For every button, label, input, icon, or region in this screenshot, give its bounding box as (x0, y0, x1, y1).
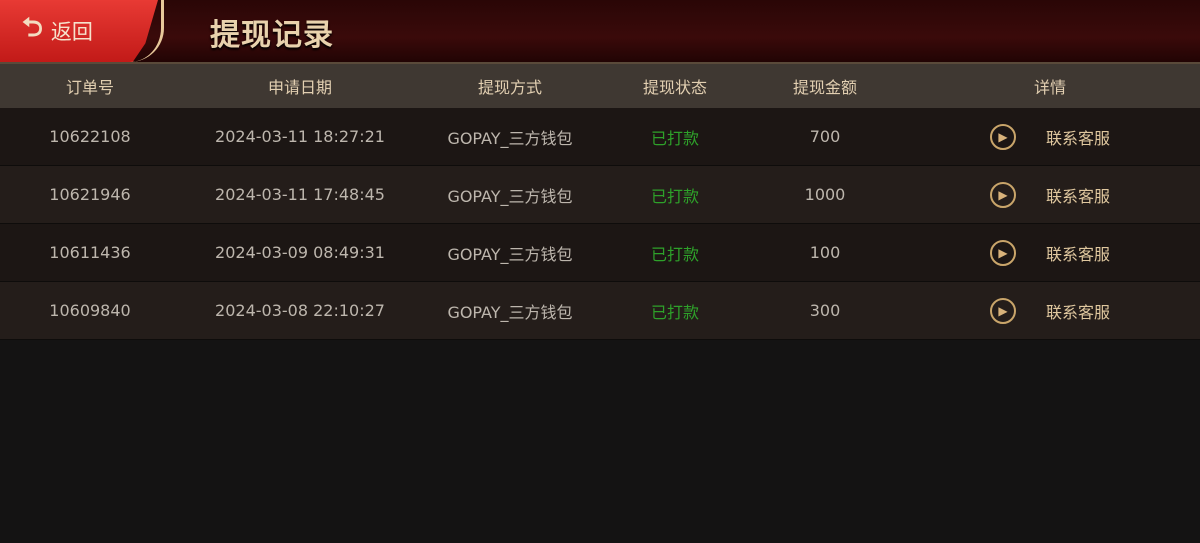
top-bar: ⮌ 返回 提现记录 (0, 0, 1200, 64)
order-number: 10622108 (49, 127, 131, 146)
back-label: 返回 (50, 20, 93, 44)
order-number: 10611436 (49, 243, 131, 262)
amount: 700 (809, 127, 841, 146)
details-cell: ▶ 联系客服 (900, 239, 1200, 266)
status-badge: 已打款 (650, 186, 699, 206)
withdraw-method: GOPAY_三方钱包 (447, 186, 573, 206)
status-badge: 已打款 (650, 244, 699, 264)
status-badge: 已打款 (650, 128, 699, 148)
withdraw-method: GOPAY_三方钱包 (447, 244, 573, 264)
order-number: 10609840 (49, 301, 131, 320)
amount: 300 (809, 301, 841, 320)
column-header-details: 详情 (1033, 78, 1066, 97)
contact-support-button[interactable]: 联系客服 (1045, 244, 1110, 264)
apply-date: 2024-03-09 08:49:31 (215, 243, 385, 262)
apply-date: 2024-03-08 22:10:27 (215, 301, 385, 320)
details-cell: ▶ 联系客服 (900, 297, 1200, 324)
amount: 1000 (804, 185, 846, 204)
table-header: 订单号 申请日期 提现方式 提现状态 提现金额 详情 (0, 64, 1200, 108)
apply-date: 2024-03-11 18:27:21 (215, 127, 385, 146)
return-arrow-icon: ⮌ (22, 13, 43, 43)
withdraw-method: GOPAY_三方钱包 (447, 302, 573, 322)
table-row: 10611436 2024-03-09 08:49:31 GOPAY_三方钱包 … (0, 224, 1200, 282)
back-button[interactable]: ⮌ 返回 (0, 0, 158, 62)
column-header-method: 提现方式 (477, 78, 542, 97)
column-header-order: 订单号 (65, 78, 114, 97)
arrow-right-icon[interactable]: ▶ (989, 297, 1016, 324)
amount: 100 (809, 243, 841, 262)
table-row: 10621946 2024-03-11 17:48:45 GOPAY_三方钱包 … (0, 166, 1200, 224)
details-cell: ▶ 联系客服 (900, 181, 1200, 208)
arrow-right-icon[interactable]: ▶ (989, 239, 1016, 266)
back-button-edge (130, 0, 164, 62)
page-title: 提现记录 (210, 18, 334, 53)
table-body: 10622108 2024-03-11 18:27:21 GOPAY_三方钱包 … (0, 108, 1200, 340)
column-header-status: 提现状态 (642, 78, 707, 97)
arrow-right-icon[interactable]: ▶ (989, 123, 1016, 150)
column-header-date: 申请日期 (267, 78, 332, 97)
table-row: 10609840 2024-03-08 22:10:27 GOPAY_三方钱包 … (0, 282, 1200, 340)
contact-support-button[interactable]: 联系客服 (1045, 128, 1110, 148)
order-number: 10621946 (49, 185, 131, 204)
table-row: 10622108 2024-03-11 18:27:21 GOPAY_三方钱包 … (0, 108, 1200, 166)
column-header-amount: 提现金额 (792, 78, 857, 97)
contact-support-button[interactable]: 联系客服 (1045, 186, 1110, 206)
withdraw-method: GOPAY_三方钱包 (447, 128, 573, 148)
apply-date: 2024-03-11 17:48:45 (215, 185, 385, 204)
arrow-right-icon[interactable]: ▶ (989, 181, 1016, 208)
contact-support-button[interactable]: 联系客服 (1045, 302, 1110, 322)
details-cell: ▶ 联系客服 (900, 123, 1200, 150)
status-badge: 已打款 (650, 302, 699, 322)
